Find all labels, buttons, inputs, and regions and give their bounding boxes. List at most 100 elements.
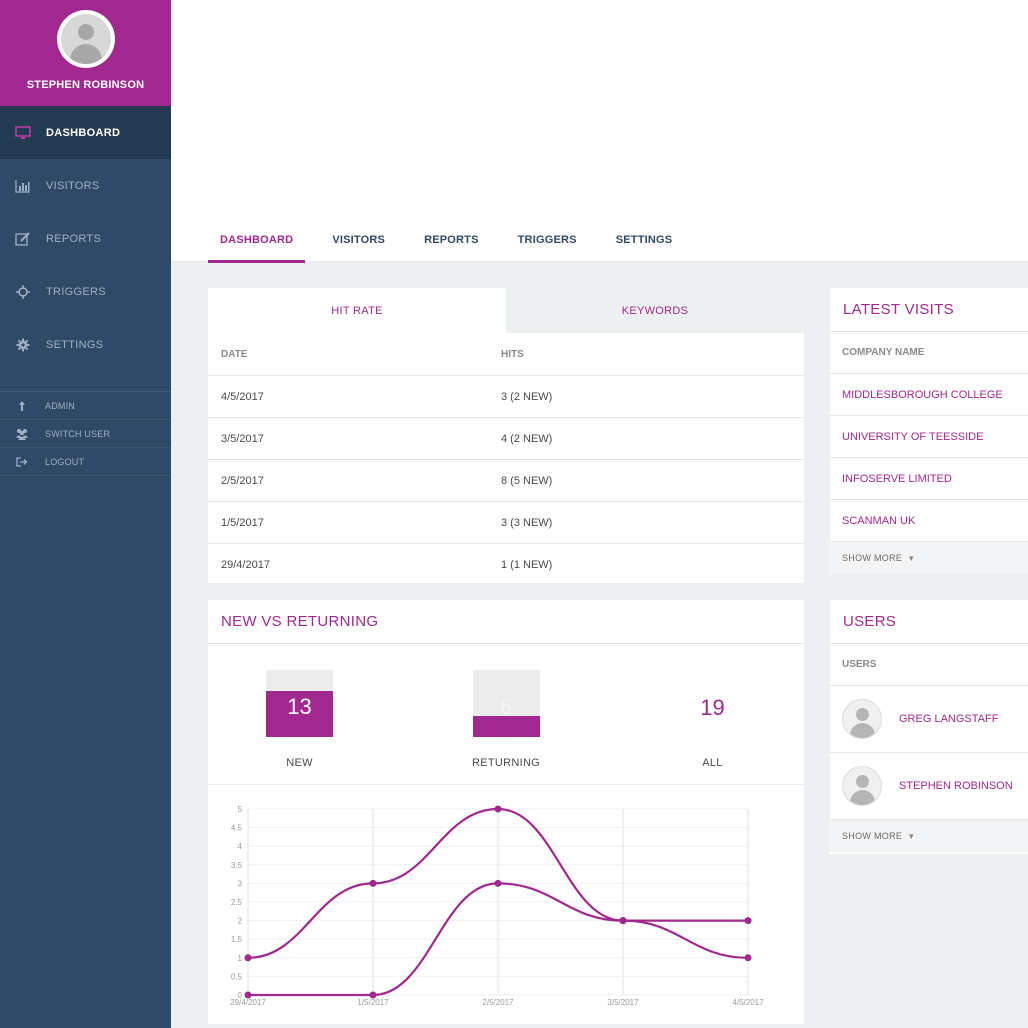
avatar[interactable] (56, 10, 115, 68)
tab-visitors[interactable]: VISITORS (332, 234, 386, 246)
table-row: 4/5/2017 3 (2 NEW) (208, 375, 804, 417)
x-tick-label: 1/5/2017 (357, 998, 389, 1007)
table-row: 29/4/2017 1 (1 NEW) (208, 543, 804, 585)
stat-all: 19 ALL (679, 670, 746, 769)
sidebar-item-triggers[interactable]: TRIGGERS (0, 265, 171, 318)
date-cell: 3/5/2017 (221, 432, 264, 445)
y-tick-label: 3 (238, 879, 243, 888)
stat-returning-value: 6 (499, 694, 513, 719)
table-row: 3/5/2017 4 (2 NEW) (208, 417, 804, 459)
sidebar-item-settings[interactable]: SETTINGS (0, 318, 171, 371)
date-cell: 29/4/2017 (221, 558, 270, 571)
sidebar-item-dashboard[interactable]: DASHBOARD (0, 106, 171, 159)
list-item[interactable]: INFOSERVE LIMITED (830, 458, 1028, 500)
user-item[interactable]: STEPHEN ROBINSON (830, 753, 1028, 820)
edit-icon (15, 231, 31, 247)
sidebar-item-visitors[interactable]: VISITORS (0, 159, 171, 212)
list-item[interactable]: SCANMAN UK (830, 500, 1028, 542)
card-title: LATEST VISITS (830, 288, 1028, 332)
top-header: DASHBOARD VISITORS REPORTS TRIGGERS SETT… (171, 0, 1028, 263)
list-item[interactable]: UNIVERSITY OF TEESSIDE (830, 416, 1028, 458)
user-name: STEPHEN ROBINSON (899, 780, 1013, 792)
tab-reports[interactable]: REPORTS (424, 234, 479, 246)
card-title: NEW VS RETURNING (208, 600, 804, 644)
data-point (244, 954, 252, 962)
user-name: GREG LANGSTAFF (899, 713, 999, 725)
x-tick-label: 4/5/2017 (732, 998, 764, 1007)
sidebar-item-reports[interactable]: REPORTS (0, 212, 171, 265)
x-tick-label: 29/4/2017 (230, 998, 266, 1007)
list-item[interactable]: MIDDLESBOROUGH COLLEGE (830, 374, 1028, 416)
date-cell: 2/5/2017 (221, 474, 264, 487)
table-row: 2/5/2017 8 (5 NEW) (208, 459, 804, 501)
sidebar-item-label: REPORTS (46, 232, 102, 245)
date-cell: 1/5/2017 (221, 516, 264, 529)
hit-rate-card: HIT RATE KEYWORDS DATE HITS 4/5/2017 3 (… (208, 288, 804, 583)
line-chart-svg: 0 0.5 1 1.5 2 2.5 3 3.5 4 4.5 5 29/4/2017 1/5/2017 2/… (230, 805, 764, 1007)
stat-returning-label: RETURNING (471, 757, 541, 769)
logout-icon (15, 455, 29, 469)
x-tick-label: 2/5/2017 (482, 998, 514, 1007)
stat-returning-fill (472, 716, 540, 737)
sidebar-item-label: ADMIN (45, 400, 75, 411)
chevron-down-icon: ▼ (907, 553, 916, 563)
stat-returning: 6 RETURNING (463, 670, 549, 769)
card-title: USERS (830, 600, 1028, 644)
tab-settings[interactable]: SETTINGS (615, 234, 673, 246)
tab-keywords[interactable]: KEYWORDS (506, 288, 804, 333)
show-more-button[interactable]: SHOW MORE ▼ (830, 542, 1028, 574)
latest-visits-card: LATEST VISITS COMPANY NAME MIDDLESBOROUG… (830, 288, 1028, 574)
user-item[interactable]: GREG LANGSTAFF (830, 686, 1028, 753)
tab-triggers[interactable]: TRIGGERS (517, 234, 577, 246)
data-point (494, 879, 502, 887)
stat-new-box: 13 (266, 670, 333, 737)
sidebar-item-label: SWITCH USER (45, 428, 111, 439)
bar-chart-icon (15, 178, 31, 194)
x-tick-label: 3/5/2017 (607, 998, 639, 1007)
y-tick-label: 4 (238, 842, 243, 851)
tab-dashboard[interactable]: DASHBOARD (208, 222, 306, 263)
hits-cell: 3 (3 NEW) (501, 516, 553, 529)
sidebar-item-label: TRIGGERS (46, 285, 106, 298)
stat-new: 13 NEW (266, 670, 333, 769)
profile-name: STEPHEN ROBINSON (26, 79, 145, 91)
show-more-button[interactable]: SHOW MORE ▼ (830, 820, 1028, 852)
crosshair-icon (15, 284, 31, 300)
chevron-down-icon: ▼ (907, 831, 916, 841)
show-more-label: SHOW MORE (842, 831, 903, 841)
profile-header: STEPHEN ROBINSON (0, 0, 171, 106)
hit-rate-tabs: HIT RATE KEYWORDS (208, 288, 804, 333)
y-tick-label: 0.5 (231, 972, 243, 981)
y-tick-label: 5 (238, 805, 243, 814)
stat-all-label: ALL (702, 757, 723, 769)
y-tick-label: 4.5 (231, 824, 243, 833)
hits-cell: 1 (1 NEW) (501, 558, 553, 571)
admin-icon (15, 399, 29, 413)
y-tick-label: 3.5 (231, 861, 243, 870)
data-point (744, 954, 752, 962)
sidebar-item-switch-user[interactable]: SWITCH USER (0, 420, 171, 448)
sidebar-item-label: SETTINGS (46, 338, 104, 351)
users-icon (15, 427, 29, 441)
new-vs-returning-card: NEW VS RETURNING 13 NEW 6 RETURNING 19 A… (208, 600, 804, 1024)
sidebar: STEPHEN ROBINSON DASHBOARD VISITORS REPO… (0, 0, 171, 1028)
tab-hit-rate[interactable]: HIT RATE (331, 304, 383, 317)
stat-returning-box: 6 (472, 670, 540, 737)
table-row: 1/5/2017 3 (3 NEW) (208, 501, 804, 543)
sidebar-item-admin[interactable]: ADMIN (0, 392, 171, 420)
y-tick-label: 1.5 (231, 935, 243, 944)
y-tick-label: 1 (238, 954, 243, 963)
sidebar-item-logout[interactable]: LOGOUT (0, 448, 171, 476)
stat-new-fill (266, 691, 333, 737)
avatar (842, 766, 882, 806)
y-tick-label: 0 (238, 991, 243, 1000)
data-point (369, 879, 377, 887)
column-header-hits: HITS (501, 348, 524, 360)
data-point (244, 991, 252, 999)
column-header-users: USERS (830, 644, 1028, 686)
data-point (369, 991, 377, 999)
stat-new-value: 13 (287, 694, 312, 719)
hits-cell: 4 (2 NEW) (501, 432, 553, 445)
avatar (842, 699, 882, 739)
gear-icon (15, 337, 31, 353)
